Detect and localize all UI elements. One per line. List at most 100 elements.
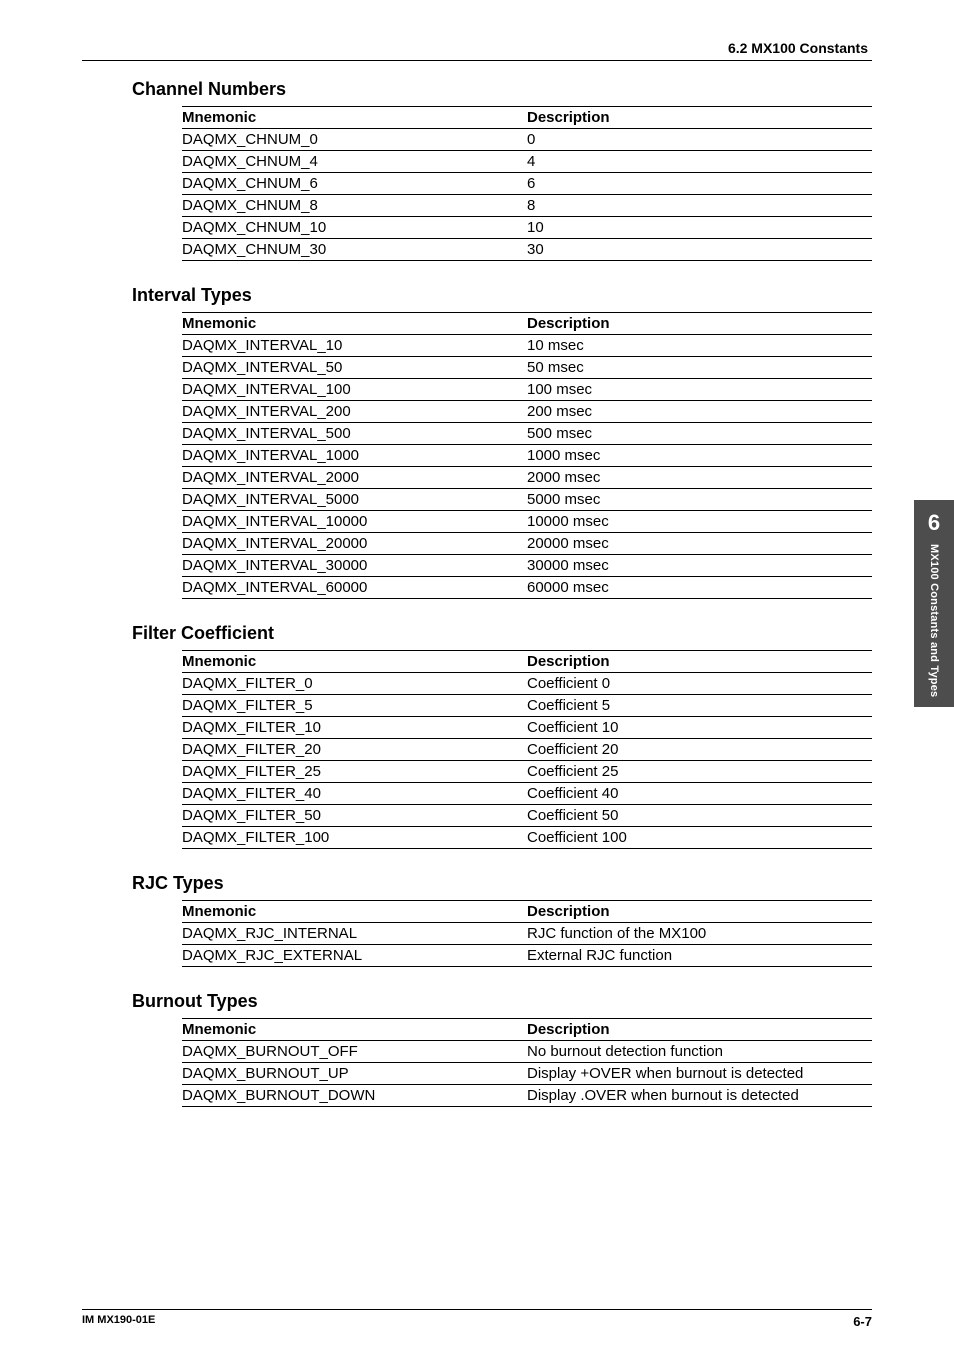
table-row: DAQMX_INTERVAL_2000020000 msec bbox=[182, 533, 872, 555]
section-heading-burnout-types: Burnout Types bbox=[82, 991, 872, 1012]
cell-mnemonic: DAQMX_CHNUM_30 bbox=[182, 239, 527, 261]
table-row: DAQMX_INTERVAL_20002000 msec bbox=[182, 467, 872, 489]
header-rule bbox=[82, 60, 872, 61]
table-row: DAQMX_CHNUM_1010 bbox=[182, 217, 872, 239]
cell-description: 10000 msec bbox=[527, 511, 872, 533]
cell-mnemonic: DAQMX_BURNOUT_OFF bbox=[182, 1041, 527, 1063]
table-row: DAQMX_CHNUM_44 bbox=[182, 151, 872, 173]
table-row: DAQMX_INTERVAL_6000060000 msec bbox=[182, 577, 872, 599]
table-filter-coefficient: Mnemonic Description DAQMX_FILTER_0Coeff… bbox=[82, 650, 872, 849]
chapter-side-tab: 6 MX100 Constants and Types bbox=[914, 500, 954, 707]
cell-mnemonic: DAQMX_FILTER_50 bbox=[182, 805, 527, 827]
cell-mnemonic: DAQMX_INTERVAL_20000 bbox=[182, 533, 527, 555]
cell-description: Coefficient 40 bbox=[527, 783, 872, 805]
cell-description: 10 msec bbox=[527, 335, 872, 357]
table-row: DAQMX_INTERVAL_200200 msec bbox=[182, 401, 872, 423]
cell-description: 200 msec bbox=[527, 401, 872, 423]
cell-mnemonic: DAQMX_INTERVAL_1000 bbox=[182, 445, 527, 467]
table-row: DAQMX_INTERVAL_50005000 msec bbox=[182, 489, 872, 511]
table-row: DAQMX_INTERVAL_1000010000 msec bbox=[182, 511, 872, 533]
cell-description: RJC function of the MX100 bbox=[527, 923, 872, 945]
table-row: DAQMX_INTERVAL_1010 msec bbox=[182, 335, 872, 357]
cell-description: 100 msec bbox=[527, 379, 872, 401]
table-row: DAQMX_BURNOUT_OFFNo burnout detection fu… bbox=[182, 1041, 872, 1063]
cell-mnemonic: DAQMX_FILTER_40 bbox=[182, 783, 527, 805]
table-row: DAQMX_FILTER_5Coefficient 5 bbox=[182, 695, 872, 717]
cell-mnemonic: DAQMX_CHNUM_8 bbox=[182, 195, 527, 217]
cell-mnemonic: DAQMX_FILTER_5 bbox=[182, 695, 527, 717]
cell-description: 30000 msec bbox=[527, 555, 872, 577]
cell-mnemonic: DAQMX_FILTER_25 bbox=[182, 761, 527, 783]
col-header-description: Description bbox=[527, 651, 872, 673]
table-row: DAQMX_INTERVAL_500500 msec bbox=[182, 423, 872, 445]
col-header-mnemonic: Mnemonic bbox=[182, 107, 527, 129]
col-header-description: Description bbox=[527, 107, 872, 129]
table-row: DAQMX_BURNOUT_UPDisplay +OVER when burno… bbox=[182, 1063, 872, 1085]
cell-description: 4 bbox=[527, 151, 872, 173]
table-row: DAQMX_FILTER_100Coefficient 100 bbox=[182, 827, 872, 849]
section-heading-filter-coefficient: Filter Coefficient bbox=[82, 623, 872, 644]
chapter-number: 6 bbox=[928, 510, 940, 536]
footer-page-number: 6-7 bbox=[853, 1314, 872, 1329]
footer-doc-id: IM MX190-01E bbox=[82, 1314, 155, 1329]
table-row: DAQMX_FILTER_40Coefficient 40 bbox=[182, 783, 872, 805]
cell-description: 1000 msec bbox=[527, 445, 872, 467]
cell-description: 30 bbox=[527, 239, 872, 261]
cell-description: Display +OVER when burnout is detected bbox=[527, 1063, 872, 1085]
cell-description: 2000 msec bbox=[527, 467, 872, 489]
table-row: DAQMX_FILTER_25Coefficient 25 bbox=[182, 761, 872, 783]
cell-mnemonic: DAQMX_FILTER_20 bbox=[182, 739, 527, 761]
cell-mnemonic: DAQMX_INTERVAL_200 bbox=[182, 401, 527, 423]
col-header-mnemonic: Mnemonic bbox=[182, 901, 527, 923]
col-header-mnemonic: Mnemonic bbox=[182, 1019, 527, 1041]
table-row: DAQMX_INTERVAL_10001000 msec bbox=[182, 445, 872, 467]
cell-mnemonic: DAQMX_INTERVAL_100 bbox=[182, 379, 527, 401]
section-heading-interval-types: Interval Types bbox=[82, 285, 872, 306]
cell-description: Coefficient 50 bbox=[527, 805, 872, 827]
col-header-mnemonic: Mnemonic bbox=[182, 651, 527, 673]
cell-mnemonic: DAQMX_CHNUM_6 bbox=[182, 173, 527, 195]
col-header-description: Description bbox=[527, 1019, 872, 1041]
page: 6.2 MX100 Constants Channel Numbers Mnem… bbox=[0, 0, 954, 1351]
cell-mnemonic: DAQMX_FILTER_0 bbox=[182, 673, 527, 695]
cell-mnemonic: DAQMX_FILTER_10 bbox=[182, 717, 527, 739]
table-interval-types: Mnemonic Description DAQMX_INTERVAL_1010… bbox=[82, 312, 872, 599]
cell-mnemonic: DAQMX_INTERVAL_60000 bbox=[182, 577, 527, 599]
cell-mnemonic: DAQMX_CHNUM_4 bbox=[182, 151, 527, 173]
cell-mnemonic: DAQMX_INTERVAL_10000 bbox=[182, 511, 527, 533]
page-footer: IM MX190-01E 6-7 bbox=[82, 1309, 872, 1329]
col-header-description: Description bbox=[527, 901, 872, 923]
cell-mnemonic: DAQMX_BURNOUT_DOWN bbox=[182, 1085, 527, 1107]
table-burnout-types: Mnemonic Description DAQMX_BURNOUT_OFFNo… bbox=[82, 1018, 872, 1107]
table-row: DAQMX_CHNUM_66 bbox=[182, 173, 872, 195]
cell-description: 5000 msec bbox=[527, 489, 872, 511]
footer-rule bbox=[82, 1309, 872, 1310]
table-row: DAQMX_INTERVAL_5050 msec bbox=[182, 357, 872, 379]
table-row: DAQMX_RJC_EXTERNALExternal RJC function bbox=[182, 945, 872, 967]
cell-mnemonic: DAQMX_CHNUM_10 bbox=[182, 217, 527, 239]
cell-description: 500 msec bbox=[527, 423, 872, 445]
cell-description: Display .OVER when burnout is detected bbox=[527, 1085, 872, 1107]
chapter-title: MX100 Constants and Types bbox=[928, 544, 940, 697]
cell-description: Coefficient 20 bbox=[527, 739, 872, 761]
table-rjc-types: Mnemonic Description DAQMX_RJC_INTERNALR… bbox=[82, 900, 872, 967]
cell-mnemonic: DAQMX_INTERVAL_10 bbox=[182, 335, 527, 357]
cell-description: Coefficient 0 bbox=[527, 673, 872, 695]
col-header-mnemonic: Mnemonic bbox=[182, 313, 527, 335]
cell-description: 20000 msec bbox=[527, 533, 872, 555]
cell-description: 50 msec bbox=[527, 357, 872, 379]
table-row: DAQMX_FILTER_20Coefficient 20 bbox=[182, 739, 872, 761]
cell-description: Coefficient 100 bbox=[527, 827, 872, 849]
cell-description: Coefficient 10 bbox=[527, 717, 872, 739]
table-channel-numbers: Mnemonic Description DAQMX_CHNUM_00DAQMX… bbox=[82, 106, 872, 261]
cell-mnemonic: DAQMX_INTERVAL_30000 bbox=[182, 555, 527, 577]
table-row: DAQMX_RJC_INTERNALRJC function of the MX… bbox=[182, 923, 872, 945]
col-header-description: Description bbox=[527, 313, 872, 335]
section-heading-rjc-types: RJC Types bbox=[82, 873, 872, 894]
cell-description: External RJC function bbox=[527, 945, 872, 967]
table-row: DAQMX_FILTER_10Coefficient 10 bbox=[182, 717, 872, 739]
cell-mnemonic: DAQMX_BURNOUT_UP bbox=[182, 1063, 527, 1085]
section-heading-channel-numbers: Channel Numbers bbox=[82, 79, 872, 100]
table-row: DAQMX_CHNUM_3030 bbox=[182, 239, 872, 261]
cell-mnemonic: DAQMX_INTERVAL_2000 bbox=[182, 467, 527, 489]
